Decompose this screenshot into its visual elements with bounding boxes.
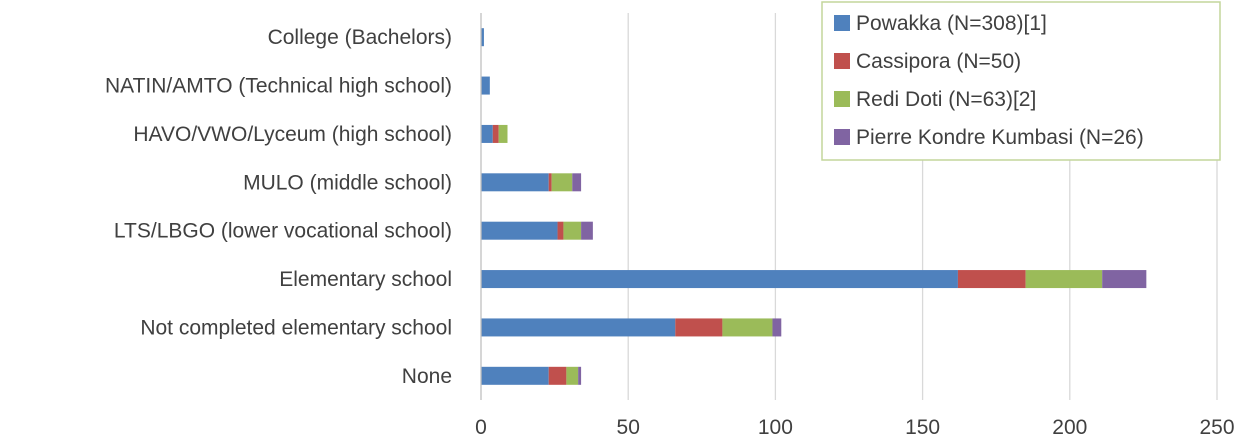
legend-swatch [834,91,850,107]
legend-swatch [834,15,850,31]
x-tick-label: 200 [1052,416,1087,439]
legend-entry-label: Powakka (N=308)[1] [856,12,1047,35]
x-tick-label: 50 [617,416,640,439]
legend-entry-label: Pierre Kondre Kumbasi (N=26) [856,126,1144,149]
bar-segment-series-2 [498,124,508,143]
bar-segment-series-0 [481,318,676,337]
bar-segment-series-0 [481,28,484,47]
bar-segment-series-2 [551,173,573,192]
bar-segment-series-0 [481,270,958,289]
category-labels: College (Bachelors) NATIN/AMTO (Technical… [105,26,452,388]
category-label: NATIN/AMTO (Technical high school) [105,75,452,98]
bar-segment-series-1 [557,221,564,240]
legend-entry-label: Cassipora (N=50) [856,50,1021,73]
bar-segment-series-1 [675,318,723,337]
bar-segment-series-3 [581,221,593,240]
category-label: HAVO/VWO/Lyceum (high school) [133,123,452,146]
legend: Powakka (N=308)[1] Cassipora (N=50) Redi D… [821,1,1221,161]
bar-segment-series-0 [481,366,549,385]
bar-segment-series-0 [481,221,558,240]
category-label: None [402,365,452,388]
x-tick-label: 150 [905,416,940,439]
legend-entry-label: Redi Doti (N=63)[2] [856,88,1036,111]
bars [481,28,1147,385]
bar-segment-series-1 [492,124,499,143]
x-tick-label: 100 [758,416,793,439]
category-label: MULO (middle school) [243,171,452,194]
bar-segment-series-3 [572,173,582,192]
bar-segment-series-2 [566,366,579,385]
bar-segment-series-1 [548,173,552,192]
category-label: College (Bachelors) [268,26,452,49]
x-tick-label: 250 [1199,416,1234,439]
bar-segment-series-0 [481,76,490,95]
bar-segment-series-3 [772,318,782,337]
legend-swatch [834,53,850,69]
bar-segment-series-3 [578,366,582,385]
bar-segment-series-2 [722,318,773,337]
category-label: LTS/LBGO (lower vocational school) [114,220,452,243]
category-label: Elementary school [279,268,452,291]
legend-swatch [834,129,850,145]
legend-box [821,1,1221,161]
bar-segment-series-1 [957,270,1026,289]
x-tick-label: 0 [475,416,487,439]
bar-segment-series-2 [563,221,582,240]
bar-segment-series-1 [548,366,567,385]
bar-segment-series-0 [481,124,493,143]
bar-segment-series-2 [1025,270,1103,289]
bar-segment-series-0 [481,173,549,192]
category-label: Not completed elementary school [140,316,452,339]
x-tick-labels: 0 50 100 150 200 250 [475,416,1234,439]
bar-segment-series-3 [1102,270,1147,289]
